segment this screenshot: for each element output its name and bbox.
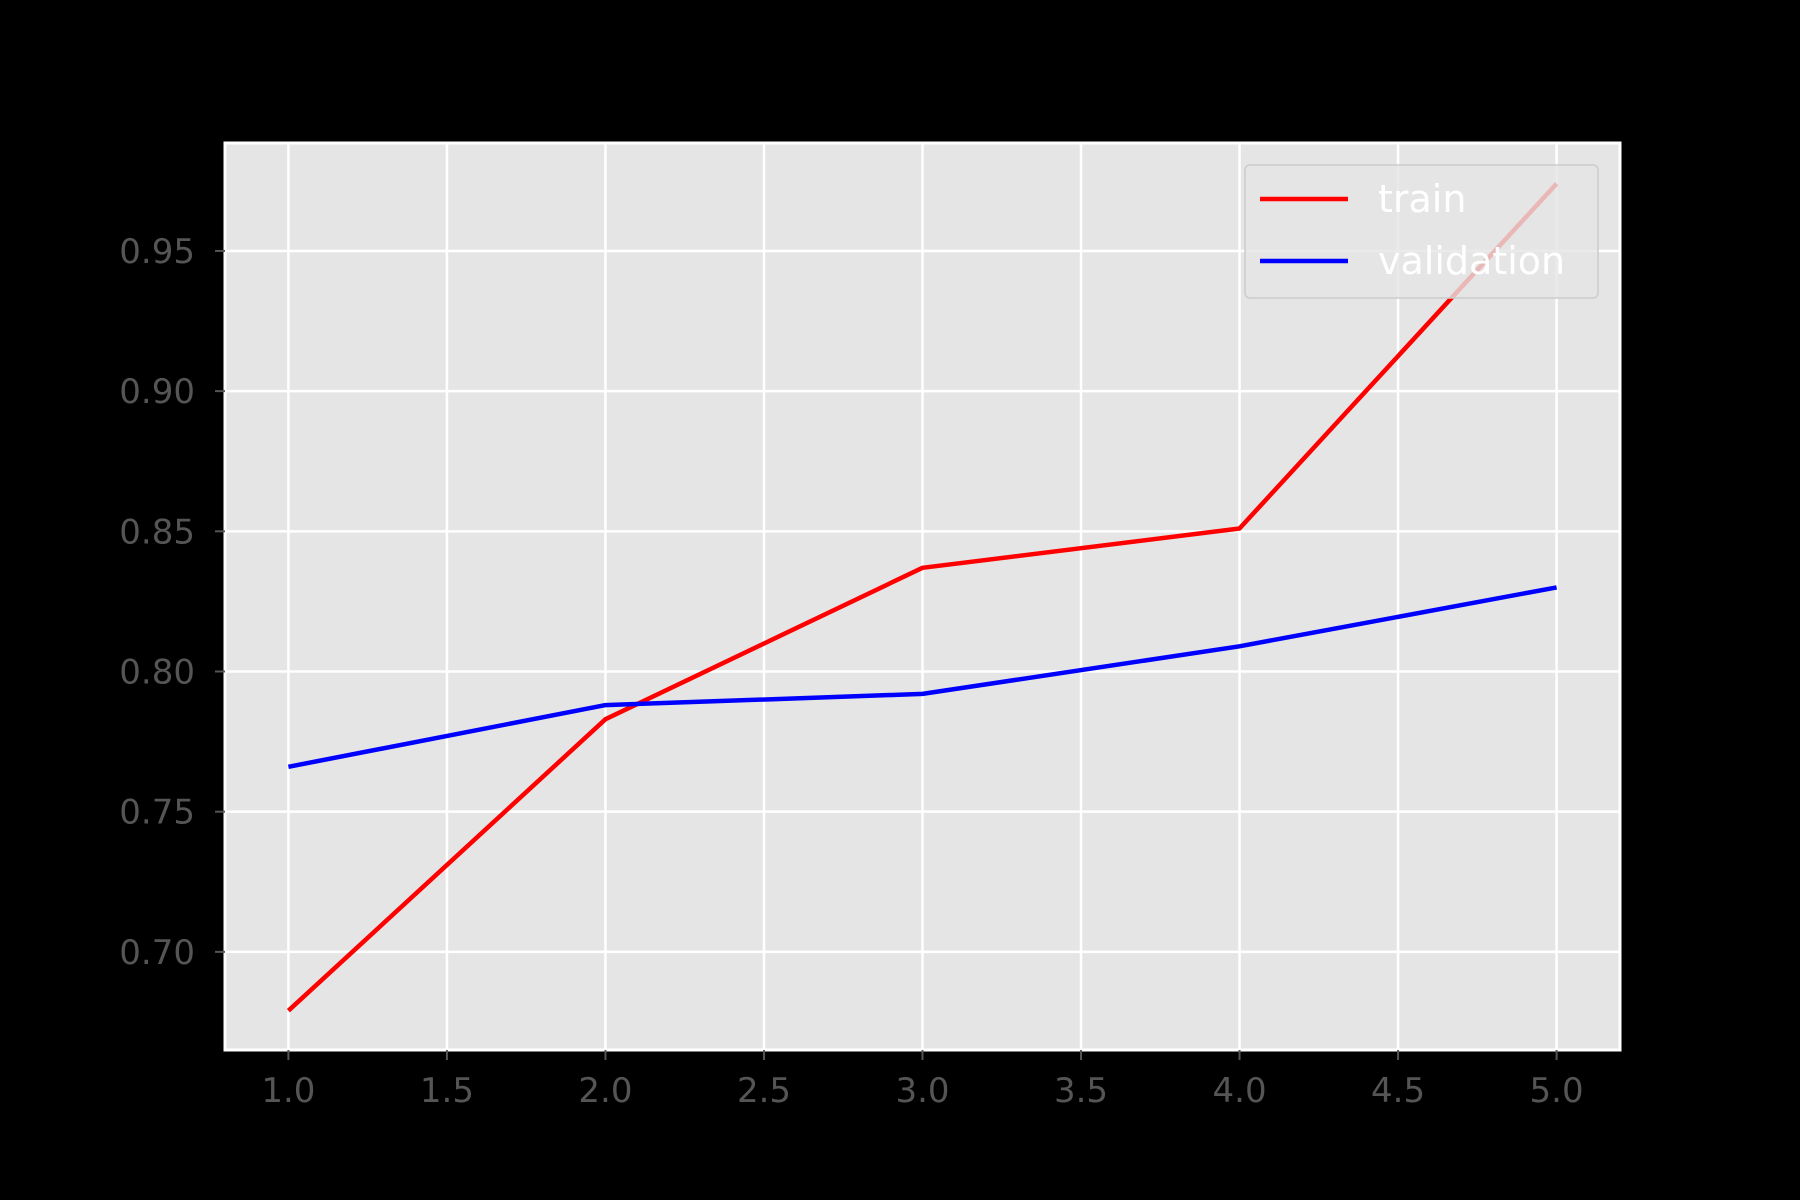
legend[interactable]: train validation	[1244, 164, 1599, 299]
legend-label-train: train	[1378, 177, 1466, 221]
x-tick-label: 4.5	[1371, 1071, 1425, 1111]
x-tick-label: 3.0	[895, 1071, 949, 1111]
grid	[225, 143, 1620, 1050]
y-tick-label: 0.95	[119, 232, 195, 272]
x-tick-label: 5.0	[1530, 1071, 1584, 1111]
series-line-validation	[287, 585, 1558, 770]
y-tick-label: 0.80	[119, 652, 195, 692]
y-axis-ticks: 0.70 0.75 0.80 0.85 0.90 0.95	[119, 232, 225, 973]
y-tick-label: 0.70	[119, 933, 195, 973]
x-tick-label: 1.5	[420, 1071, 474, 1111]
x-tick-label: 2.5	[737, 1071, 791, 1111]
series-layer	[286, 182, 1559, 1013]
x-tick-label: 2.0	[578, 1071, 632, 1111]
y-tick-label: 0.90	[119, 372, 195, 412]
legend-label-validation: validation	[1378, 239, 1565, 283]
x-axis-ticks: 1.0 1.5 2.0 2.5 3.0 3.5 4.0 4.5 5.0	[261, 1050, 1584, 1111]
series-line-train	[286, 182, 1559, 1013]
x-tick-label: 1.0	[261, 1071, 315, 1111]
x-tick-label: 3.5	[1054, 1071, 1108, 1111]
y-tick-label: 0.75	[119, 793, 195, 833]
x-tick-label: 4.0	[1213, 1071, 1267, 1111]
y-tick-label: 0.85	[119, 512, 195, 552]
